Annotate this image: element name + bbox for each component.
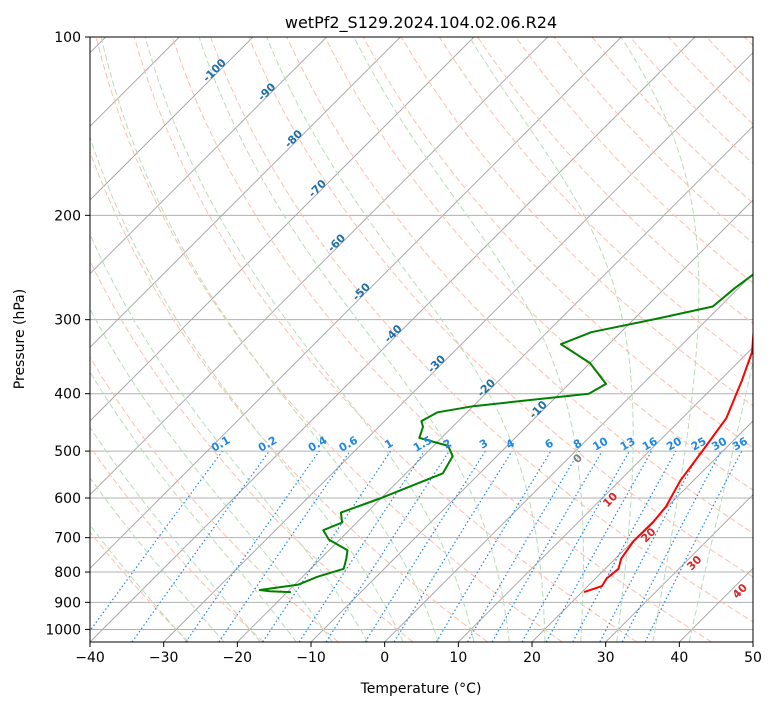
isotherm-line xyxy=(90,37,622,570)
y-tick-label: 300 xyxy=(54,313,81,329)
y-axis-label: Pressure (hPa) xyxy=(12,289,28,389)
mixing-ratio-line xyxy=(185,450,320,642)
y-tick-label: 600 xyxy=(54,491,81,507)
temperature-profile-line xyxy=(583,327,753,594)
mixing-ratio-line xyxy=(545,450,653,642)
dry-adiabat-line xyxy=(400,37,753,407)
dry-adiabat-line xyxy=(171,37,712,642)
moist-adiabat-line xyxy=(266,37,546,642)
dry-adiabat-line xyxy=(286,37,753,534)
dry-adiabat-line xyxy=(90,445,264,642)
x-tick-label: −20 xyxy=(223,650,253,666)
x-tick-label: −30 xyxy=(149,650,179,666)
moist-adiabat-line xyxy=(144,37,475,642)
mixing-ratio-line xyxy=(572,450,677,642)
isotherm-line xyxy=(605,493,753,642)
moist-adiabat-line xyxy=(90,232,369,642)
isotherm-line xyxy=(236,125,753,642)
moist-adiabat-line xyxy=(198,37,510,642)
chart-title: wetPf2_S129.2024.104.02.06.R24 xyxy=(285,13,557,33)
dry-adiabat-line xyxy=(133,37,638,642)
mixing-ratio-line xyxy=(218,450,351,642)
isotherm-line xyxy=(90,37,328,275)
dry-adiabat-line xyxy=(515,37,753,284)
dewpoint-profile-line xyxy=(258,273,753,594)
y-tick-label: 800 xyxy=(54,565,81,581)
moist-adiabat-line xyxy=(100,37,439,642)
mixing-ratio-line xyxy=(298,450,425,642)
dry-adiabat-line xyxy=(90,150,488,642)
moist-adiabat-line xyxy=(90,476,225,642)
isotherm-line xyxy=(90,37,475,422)
moist-adiabat-line xyxy=(90,370,297,642)
isotherm-line xyxy=(163,51,753,642)
isotherm-line xyxy=(384,272,753,642)
x-axis-label: Temperature (°C) xyxy=(360,681,482,697)
moist-adiabat-line xyxy=(90,524,188,642)
y-tick-label: 200 xyxy=(54,208,81,224)
dry-adiabat-line xyxy=(90,356,339,642)
isotherm-line xyxy=(90,37,401,349)
y-tick-label: 500 xyxy=(54,444,81,460)
dry-adiabat-line xyxy=(90,531,190,642)
x-tick-label: 10 xyxy=(449,650,467,666)
x-tick-label: 40 xyxy=(670,650,688,666)
x-tick-label: 30 xyxy=(597,650,615,666)
y-tick-label: 700 xyxy=(54,531,81,547)
moist-adiabat-line xyxy=(688,358,753,642)
mixing-ratio-line xyxy=(393,450,513,642)
y-tick-label: 400 xyxy=(54,387,81,403)
y-tick-label: 1000 xyxy=(45,622,81,638)
mixing-ratio-line xyxy=(90,450,223,632)
isotherm-line xyxy=(90,37,549,496)
mixing-ratio-line xyxy=(644,450,743,642)
y-tick-label: 900 xyxy=(54,595,81,611)
x-tick-label: 20 xyxy=(523,650,541,666)
dry-adiabat-line xyxy=(438,37,753,366)
isotherm-line xyxy=(90,37,696,642)
plot-frame xyxy=(89,36,754,643)
moist-adiabat-line xyxy=(90,135,404,642)
dry-adiabat-line xyxy=(210,37,753,623)
x-tick-label: 0 xyxy=(380,650,389,666)
moist-adiabat-line xyxy=(353,37,584,642)
dry-adiabat-line xyxy=(95,37,563,642)
isotherm-line xyxy=(90,37,254,201)
x-tick-label: 50 xyxy=(744,650,762,666)
isotherm-line xyxy=(457,346,753,642)
moist-adiabat-line xyxy=(90,426,261,642)
mixing-ratio-line xyxy=(325,450,450,642)
dry-adiabat-line xyxy=(90,259,414,642)
mixing-ratio-line xyxy=(262,450,392,642)
x-tick-label: −40 xyxy=(75,650,105,666)
mixing-ratio-line xyxy=(521,450,631,642)
x-tick-label: −10 xyxy=(296,650,326,666)
mixing-ratio-line xyxy=(131,450,270,642)
moist-adiabat-line xyxy=(620,37,700,642)
dry-adiabat-line xyxy=(248,37,753,578)
y-tick-label: 100 xyxy=(54,30,81,46)
